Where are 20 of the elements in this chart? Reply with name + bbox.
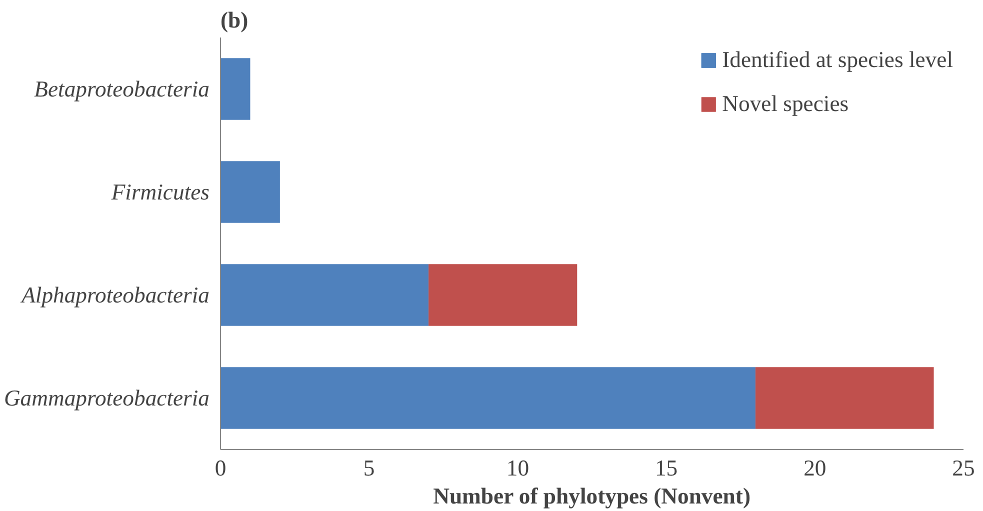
x-tick-label: 15 bbox=[654, 456, 678, 480]
x-tick-label: 10 bbox=[506, 456, 530, 480]
legend-label: Identified at species level bbox=[722, 47, 953, 73]
bar bbox=[220, 367, 756, 429]
bar bbox=[220, 58, 250, 120]
x-tick-label: 5 bbox=[363, 456, 375, 480]
y-tick-label: Alphaproteobacteria bbox=[20, 282, 210, 308]
y-tick-label: Betaproteobacteria bbox=[34, 76, 210, 102]
bar bbox=[428, 264, 578, 326]
x-tick-label: 20 bbox=[804, 456, 826, 480]
bar bbox=[220, 264, 429, 326]
chart-title: (b) bbox=[220, 8, 248, 32]
bar bbox=[220, 161, 280, 223]
x-axis-title: Number of phylotypes (Nonvent) bbox=[433, 484, 751, 508]
legend-label: Novel species bbox=[722, 91, 849, 117]
x-tick-label: 0 bbox=[214, 456, 226, 480]
y-tick-label: Firmicutes bbox=[110, 180, 210, 204]
bar bbox=[755, 367, 934, 429]
x-tick-label: 25 bbox=[952, 456, 975, 480]
y-tick-label: Gammaproteobacteria bbox=[4, 386, 210, 410]
